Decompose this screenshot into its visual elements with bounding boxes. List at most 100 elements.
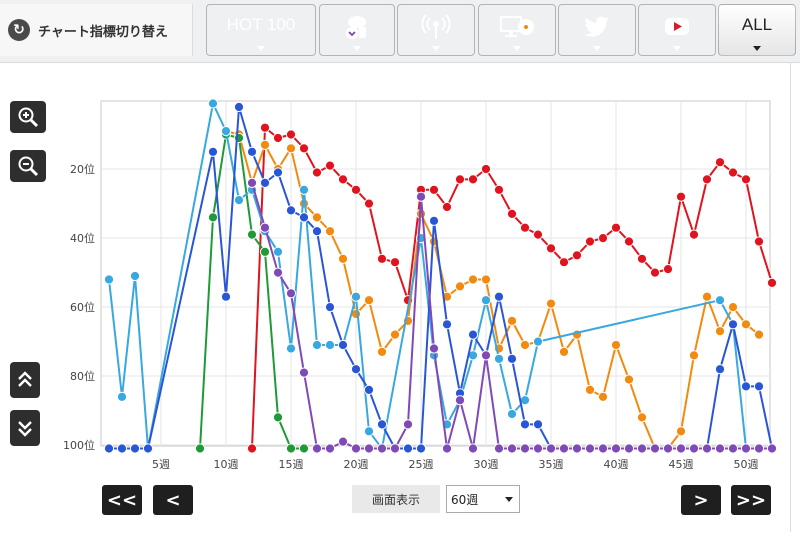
tab-download[interactable] bbox=[319, 4, 395, 56]
data-point[interactable] bbox=[506, 408, 518, 420]
scroll-up-button[interactable] bbox=[10, 362, 40, 398]
data-point[interactable] bbox=[324, 302, 336, 313]
data-point[interactable] bbox=[337, 253, 349, 264]
data-point[interactable] bbox=[532, 419, 544, 430]
data-point[interactable] bbox=[493, 291, 505, 302]
data-point[interactable] bbox=[311, 339, 323, 351]
data-point[interactable] bbox=[727, 302, 739, 313]
tab-all[interactable]: ALL bbox=[718, 4, 796, 56]
data-point[interactable] bbox=[272, 412, 284, 423]
data-point[interactable] bbox=[766, 277, 778, 288]
data-point[interactable] bbox=[441, 201, 453, 213]
data-point[interactable] bbox=[740, 381, 752, 392]
data-point[interactable] bbox=[246, 443, 258, 454]
data-point[interactable] bbox=[753, 443, 765, 454]
data-point[interactable] bbox=[246, 146, 258, 157]
data-point[interactable] bbox=[246, 177, 258, 189]
data-point[interactable] bbox=[220, 126, 232, 137]
last-page-button[interactable]: >> bbox=[731, 485, 771, 515]
data-point[interactable] bbox=[402, 443, 414, 454]
data-point[interactable] bbox=[207, 98, 219, 109]
data-point[interactable] bbox=[454, 174, 466, 185]
data-point[interactable] bbox=[415, 191, 427, 202]
data-point[interactable] bbox=[493, 184, 505, 195]
data-point[interactable] bbox=[363, 384, 375, 395]
data-point[interactable] bbox=[389, 443, 401, 454]
data-point[interactable] bbox=[259, 222, 271, 233]
data-point[interactable] bbox=[324, 339, 336, 351]
tab-lookup[interactable] bbox=[478, 4, 556, 56]
data-point[interactable] bbox=[701, 174, 713, 185]
data-point[interactable] bbox=[636, 412, 648, 423]
data-point[interactable] bbox=[311, 443, 323, 454]
data-point[interactable] bbox=[675, 426, 687, 437]
data-point[interactable] bbox=[532, 443, 544, 454]
data-point[interactable] bbox=[363, 443, 375, 454]
data-point[interactable] bbox=[311, 226, 323, 237]
data-point[interactable] bbox=[298, 367, 310, 378]
data-point[interactable] bbox=[116, 443, 128, 454]
data-point[interactable] bbox=[220, 291, 232, 302]
data-point[interactable] bbox=[610, 339, 622, 351]
data-point[interactable] bbox=[376, 253, 388, 264]
data-point[interactable] bbox=[623, 443, 635, 454]
data-point[interactable] bbox=[324, 443, 336, 454]
data-point[interactable] bbox=[402, 419, 414, 430]
data-point[interactable] bbox=[389, 329, 401, 340]
ranking-line-chart[interactable]: 5週 10週 15週 20週 25週 30週 35週 40週 45週 50週 20位 40位 60位 80… bbox=[0, 62, 800, 482]
data-point[interactable] bbox=[311, 167, 323, 178]
data-point[interactable] bbox=[753, 381, 765, 392]
data-point[interactable] bbox=[545, 298, 557, 309]
data-point[interactable] bbox=[545, 443, 557, 454]
data-point[interactable] bbox=[337, 174, 349, 185]
data-point[interactable] bbox=[558, 257, 570, 268]
data-point[interactable] bbox=[584, 384, 596, 395]
data-point[interactable] bbox=[701, 443, 713, 454]
data-point[interactable] bbox=[727, 319, 739, 330]
tab-radio[interactable] bbox=[397, 4, 475, 56]
data-point[interactable] bbox=[272, 167, 284, 178]
data-point[interactable] bbox=[298, 184, 310, 195]
data-point[interactable] bbox=[259, 122, 271, 133]
data-point[interactable] bbox=[662, 264, 674, 275]
data-point[interactable] bbox=[506, 443, 518, 454]
data-point[interactable] bbox=[753, 329, 765, 340]
scroll-down-button[interactable] bbox=[10, 410, 40, 446]
data-point[interactable] bbox=[311, 212, 323, 223]
data-point[interactable] bbox=[350, 184, 362, 195]
data-point[interactable] bbox=[272, 246, 284, 257]
data-point[interactable] bbox=[363, 198, 375, 209]
data-point[interactable] bbox=[493, 443, 505, 454]
data-point[interactable] bbox=[103, 274, 115, 285]
data-point[interactable] bbox=[376, 443, 388, 454]
data-point[interactable] bbox=[441, 443, 453, 454]
data-point[interactable] bbox=[337, 339, 349, 351]
data-point[interactable] bbox=[272, 132, 284, 144]
data-point[interactable] bbox=[285, 443, 297, 454]
data-point[interactable] bbox=[623, 236, 635, 247]
data-point[interactable] bbox=[142, 443, 154, 454]
data-point[interactable] bbox=[285, 205, 297, 216]
data-point[interactable] bbox=[285, 143, 297, 154]
data-point[interactable] bbox=[259, 139, 271, 151]
data-point[interactable] bbox=[701, 291, 713, 302]
data-point[interactable] bbox=[649, 443, 661, 454]
data-point[interactable] bbox=[558, 443, 570, 454]
data-point[interactable] bbox=[376, 419, 388, 430]
tab-youtube[interactable] bbox=[638, 4, 716, 56]
data-point[interactable] bbox=[298, 443, 310, 454]
data-point[interactable] bbox=[233, 101, 245, 113]
data-point[interactable] bbox=[285, 129, 297, 140]
data-point[interactable] bbox=[480, 163, 492, 175]
data-point[interactable] bbox=[363, 295, 375, 306]
data-point[interactable] bbox=[753, 236, 765, 247]
data-point[interactable] bbox=[480, 350, 492, 361]
data-point[interactable] bbox=[428, 343, 440, 354]
data-point[interactable] bbox=[389, 257, 401, 268]
data-point[interactable] bbox=[428, 184, 440, 195]
data-point[interactable] bbox=[740, 443, 752, 454]
data-point[interactable] bbox=[714, 157, 726, 168]
first-page-button[interactable]: << bbox=[102, 485, 142, 515]
data-point[interactable] bbox=[675, 191, 687, 202]
data-point[interactable] bbox=[558, 346, 570, 357]
